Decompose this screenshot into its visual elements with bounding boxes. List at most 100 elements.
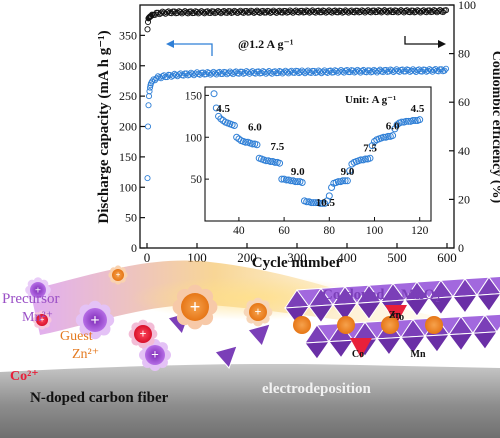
- efficiency-point: [204, 8, 211, 15]
- capacity-point: [408, 67, 415, 74]
- y-tick-label: 0: [131, 241, 137, 255]
- capacity-point: [261, 69, 268, 76]
- svg-text:+: +: [140, 327, 147, 341]
- co-ion: +: [32, 310, 52, 330]
- capacity-point: [216, 68, 223, 76]
- efficiency-point: [232, 8, 240, 15]
- efficiency-point: [265, 8, 273, 15]
- inset-rate-label: 9.0: [341, 166, 355, 178]
- inset-rate-label: 6.0: [248, 122, 262, 134]
- y-tick-label: 300: [119, 59, 137, 73]
- inset-point: [267, 158, 275, 166]
- capacity-point: [146, 84, 154, 91]
- capacity-point: [238, 68, 246, 75]
- octahedron: [476, 293, 500, 313]
- efficiency-point: [295, 9, 303, 16]
- efficiency-point: [393, 7, 400, 14]
- inset-x-tick-label: 100: [366, 225, 384, 237]
- efficiency-point: [334, 9, 342, 16]
- efficiency-point: [184, 10, 192, 17]
- svg-text:+: +: [151, 347, 159, 362]
- efficiency-point: [426, 7, 433, 14]
- octahedron: [428, 296, 454, 316]
- efficiency-point: [298, 7, 306, 14]
- octahedron: [356, 301, 382, 321]
- capacity-point: [369, 68, 376, 75]
- capacity-point: [405, 66, 412, 74]
- efficiency-point: [343, 8, 351, 15]
- efficiency-point: [418, 8, 426, 15]
- right-axis-arrow: [404, 36, 446, 48]
- capacity-point: [169, 72, 177, 79]
- capacity-point: [225, 70, 232, 77]
- capacity-point: [336, 68, 343, 75]
- co-ion: +: [128, 319, 158, 349]
- efficiency-point: [318, 9, 325, 16]
- capacity-point: [146, 88, 153, 95]
- efficiency-point: [235, 8, 243, 15]
- y2-tick-label: 60: [458, 95, 470, 109]
- capacity-point: [313, 69, 321, 76]
- inset-point: [210, 90, 218, 98]
- inset-rate-label: 7.5: [363, 142, 377, 154]
- inset-point: [339, 177, 347, 185]
- capacity-point: [297, 69, 304, 76]
- inset-point: [276, 159, 284, 167]
- efficiency-point: [384, 9, 391, 16]
- y2-tick-label: 100: [458, 0, 476, 12]
- inset-y-tick-label: 50: [191, 174, 203, 186]
- zn-intercalated: [337, 316, 355, 334]
- zn-intercalated: [425, 316, 443, 334]
- inset-point: [389, 132, 397, 140]
- efficiency-point: [168, 10, 175, 17]
- efficiency-point: [367, 9, 375, 16]
- efficiency-point: [144, 26, 151, 33]
- guest-label: Guest: [60, 329, 93, 344]
- capacity-point: [442, 65, 450, 72]
- efficiency-point: [331, 7, 339, 14]
- y2-axis-title: Coulombic efficiency (%): [489, 51, 500, 204]
- x-tick-label: 300: [287, 250, 307, 265]
- inset-rate-labels: 4.5 6.0 7.5 9.0 10.5 9.0 7.5 6.0 4.5: [216, 103, 425, 209]
- efficiency-point: [210, 8, 217, 15]
- schematic: N-doped carbon fiber electrodeposition C…: [0, 260, 500, 438]
- inset-point: [291, 178, 299, 186]
- product-label: Co-doped δ-MnO₂: [322, 287, 440, 303]
- efficiency-point: [207, 9, 214, 16]
- y-tick-label: 150: [119, 150, 137, 164]
- capacity-point: [300, 68, 307, 75]
- efficiency-point: [165, 8, 172, 15]
- svg-text:+: +: [190, 297, 201, 318]
- efficiency-point: [220, 7, 228, 15]
- capacity-point: [391, 67, 399, 74]
- inset-point: [303, 198, 311, 206]
- efficiency-point: [373, 8, 381, 15]
- inset-rate-label: 7.5: [271, 141, 285, 153]
- main-chart: 0 100 200 300 400 500 600050100150200250300350…: [96, 0, 500, 271]
- efficiency-point: [435, 8, 442, 15]
- inset-point: [312, 199, 320, 207]
- zn-intercalated: [293, 316, 311, 334]
- x-tick-label: 0: [144, 250, 151, 265]
- inset-point: [416, 116, 424, 124]
- efficiency-point: [223, 9, 231, 16]
- inset-point: [271, 158, 279, 166]
- inset-point: [346, 167, 354, 175]
- inset-point: [380, 133, 388, 141]
- efficiency-point: [282, 8, 289, 15]
- capacity-point: [294, 68, 301, 75]
- efficiency-point: [243, 7, 250, 15]
- efficiency-point: [288, 8, 295, 15]
- inset-point: [411, 117, 419, 124]
- efficiency-point: [406, 9, 414, 16]
- y2-tick-label: 80: [458, 47, 470, 61]
- octahedron: [376, 336, 402, 356]
- inset-point: [298, 178, 306, 186]
- efficiency-point: [301, 9, 309, 16]
- efficiency-point: [160, 9, 168, 16]
- efficiency-point: [312, 9, 319, 16]
- efficiency-point: [216, 9, 223, 16]
- efficiency-point: [240, 9, 247, 16]
- capacity-point: [183, 70, 190, 77]
- inset-point: [343, 177, 351, 185]
